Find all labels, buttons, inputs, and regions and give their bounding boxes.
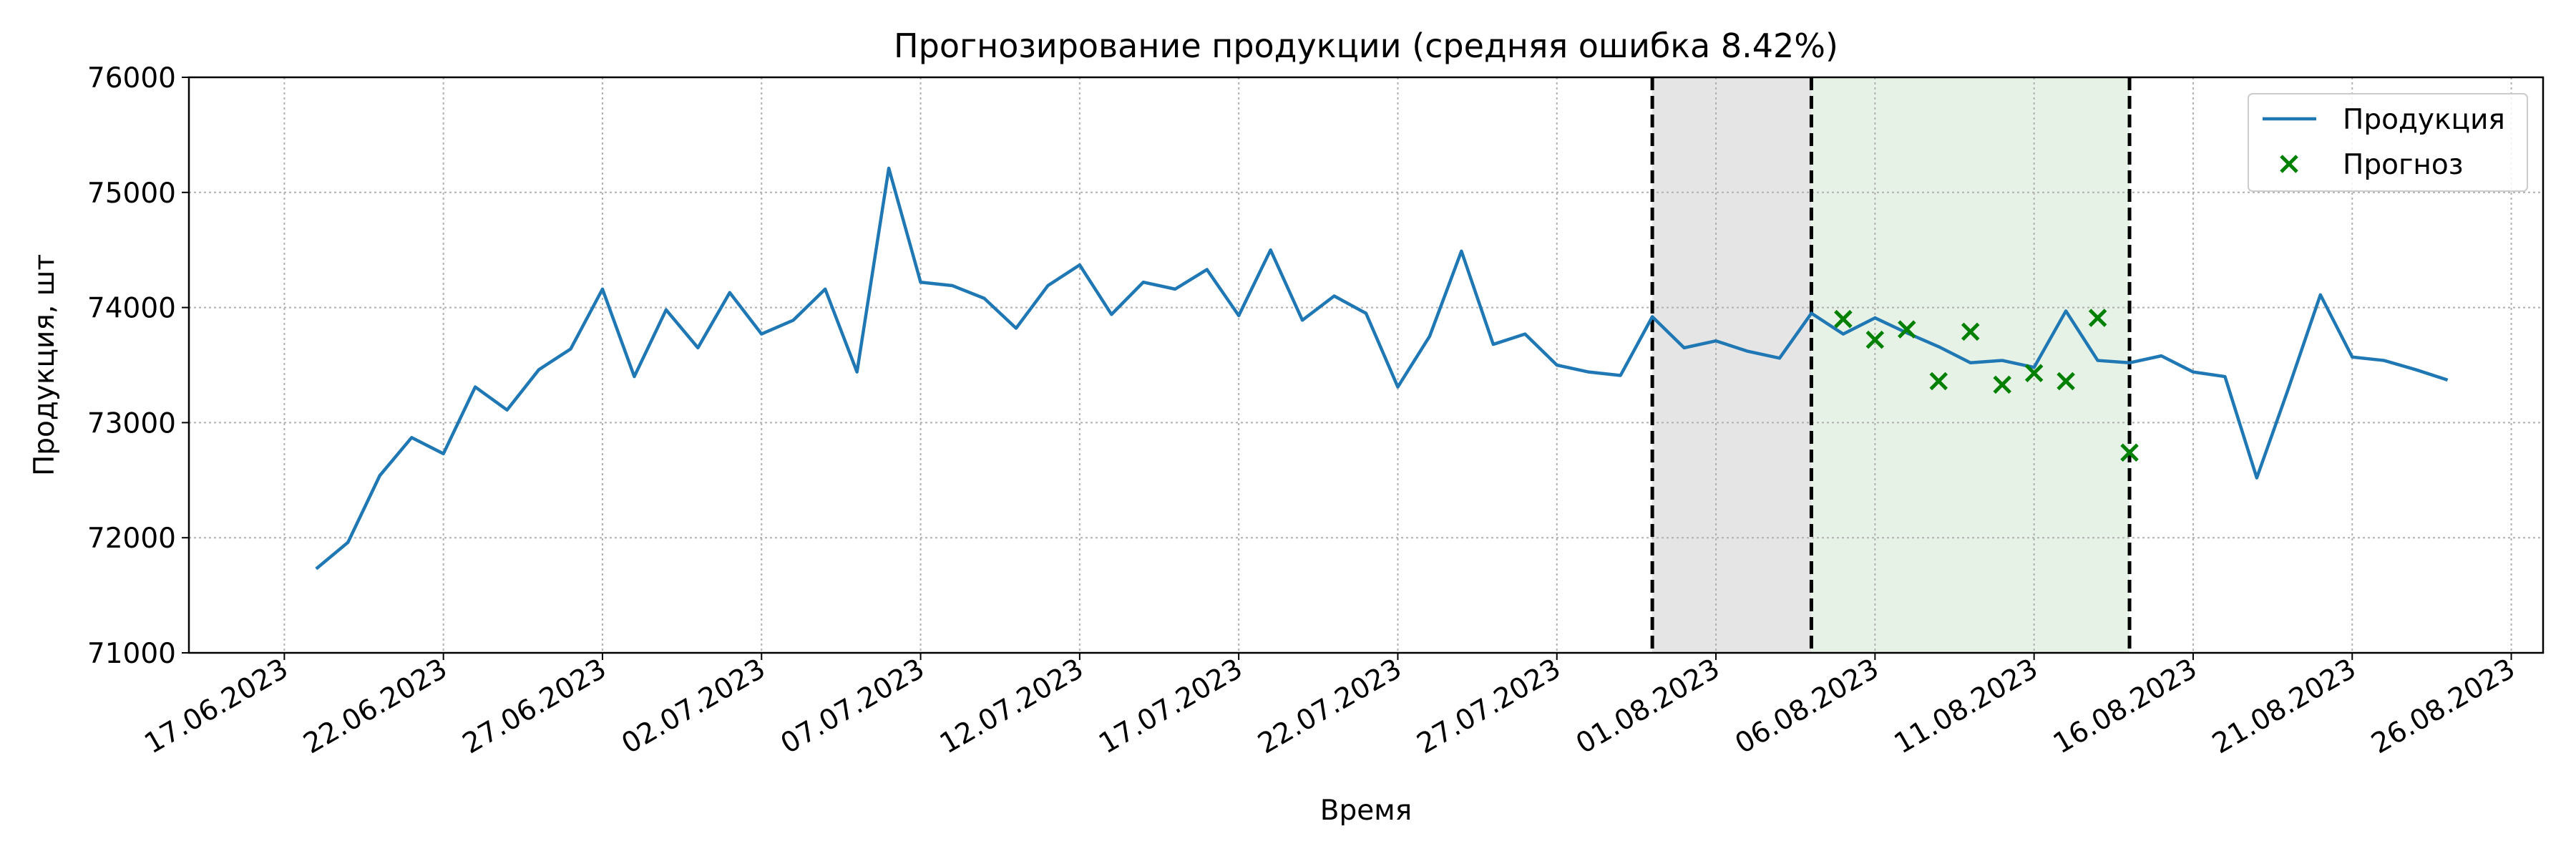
y-tick-label: 72000 — [87, 523, 176, 555]
forecast-marker — [1898, 320, 1916, 339]
forecast-marker — [2120, 443, 2139, 462]
data-line — [315, 166, 2449, 571]
forecast-marker — [1865, 330, 1885, 349]
chart-title: Прогнозирование продукции (средняя ошибк… — [894, 26, 1838, 65]
x-tick-label: 11.08.2023 — [1889, 653, 2044, 761]
x-tick-label: 17.07.2023 — [1093, 653, 1248, 761]
forecast-marker — [1961, 322, 1980, 341]
x-tick-label: 02.07.2023 — [616, 653, 771, 761]
forecast-marker — [1993, 375, 2011, 394]
y-tick-label: 76000 — [87, 62, 176, 94]
y-tick-label: 73000 — [87, 407, 176, 440]
x-tick-label: 07.07.2023 — [776, 653, 930, 761]
shaded-span — [1811, 77, 2130, 653]
forecast-marker — [2088, 309, 2107, 327]
shaded-span — [1652, 77, 1812, 653]
legend-marker — [2280, 155, 2298, 173]
plot-frame — [187, 76, 2545, 654]
forecast-marker — [2057, 372, 2075, 391]
legend-label: Продукция — [2343, 104, 2505, 136]
x-tick-label: 27.06.2023 — [457, 653, 612, 761]
x-tick-label: 22.06.2023 — [298, 653, 453, 761]
x-tick-label: 26.08.2023 — [2366, 653, 2521, 761]
x-tick-label: 22.07.2023 — [1253, 653, 1407, 761]
legend-label: Прогноз — [2343, 149, 2464, 181]
x-tick-label: 16.08.2023 — [2048, 653, 2202, 761]
y-tick-label: 74000 — [87, 293, 176, 325]
y-axis-label: Продукция, шт — [29, 254, 61, 476]
x-tick-label: 21.08.2023 — [2207, 653, 2361, 761]
forecast-marker — [1834, 309, 1853, 329]
x-tick-label: 01.08.2023 — [1571, 653, 1725, 761]
y-tick-label: 71000 — [87, 638, 176, 670]
forecast-marker — [1929, 372, 1948, 391]
x-tick-label: 12.07.2023 — [935, 653, 1089, 761]
x-tick-label: 06.08.2023 — [1729, 653, 1884, 761]
x-tick-label: 27.07.2023 — [1412, 653, 1566, 761]
legend-box — [2248, 93, 2528, 192]
x-axis-label: Время — [1320, 795, 1412, 827]
forecast-marker — [2024, 364, 2044, 383]
y-tick-label: 75000 — [87, 178, 176, 210]
